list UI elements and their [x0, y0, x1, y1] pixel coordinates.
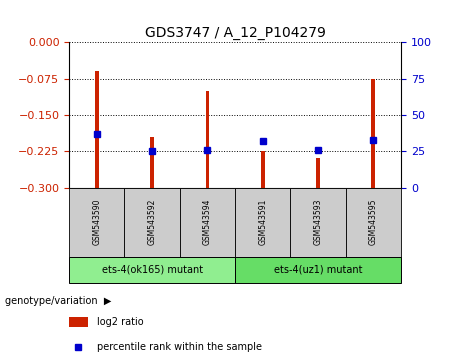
- Bar: [290, 188, 346, 257]
- Bar: [124, 188, 180, 257]
- Text: GSM543590: GSM543590: [92, 199, 101, 245]
- Bar: [235, 188, 290, 257]
- Bar: [95, 70, 99, 188]
- Bar: [69, 188, 124, 257]
- Text: percentile rank within the sample: percentile rank within the sample: [97, 342, 262, 352]
- Bar: [206, 91, 209, 188]
- Bar: [261, 152, 265, 188]
- Bar: [69, 317, 88, 327]
- Text: GSM543591: GSM543591: [258, 199, 267, 245]
- Bar: [150, 137, 154, 188]
- Text: genotype/variation  ▶: genotype/variation ▶: [5, 296, 111, 306]
- Text: log2 ratio: log2 ratio: [97, 317, 143, 327]
- Text: ets-4(ok165) mutant: ets-4(ok165) mutant: [101, 265, 203, 275]
- Bar: [346, 188, 401, 257]
- Title: GDS3747 / A_12_P104279: GDS3747 / A_12_P104279: [145, 26, 325, 40]
- Text: GSM543593: GSM543593: [313, 199, 323, 245]
- Text: GSM543595: GSM543595: [369, 199, 378, 245]
- Bar: [69, 257, 235, 283]
- Text: ets-4(uz1) mutant: ets-4(uz1) mutant: [274, 265, 362, 275]
- Text: GSM543594: GSM543594: [203, 199, 212, 245]
- Bar: [372, 79, 375, 188]
- Bar: [235, 257, 401, 283]
- Bar: [316, 158, 320, 188]
- Bar: [180, 188, 235, 257]
- Text: GSM543592: GSM543592: [148, 199, 157, 245]
